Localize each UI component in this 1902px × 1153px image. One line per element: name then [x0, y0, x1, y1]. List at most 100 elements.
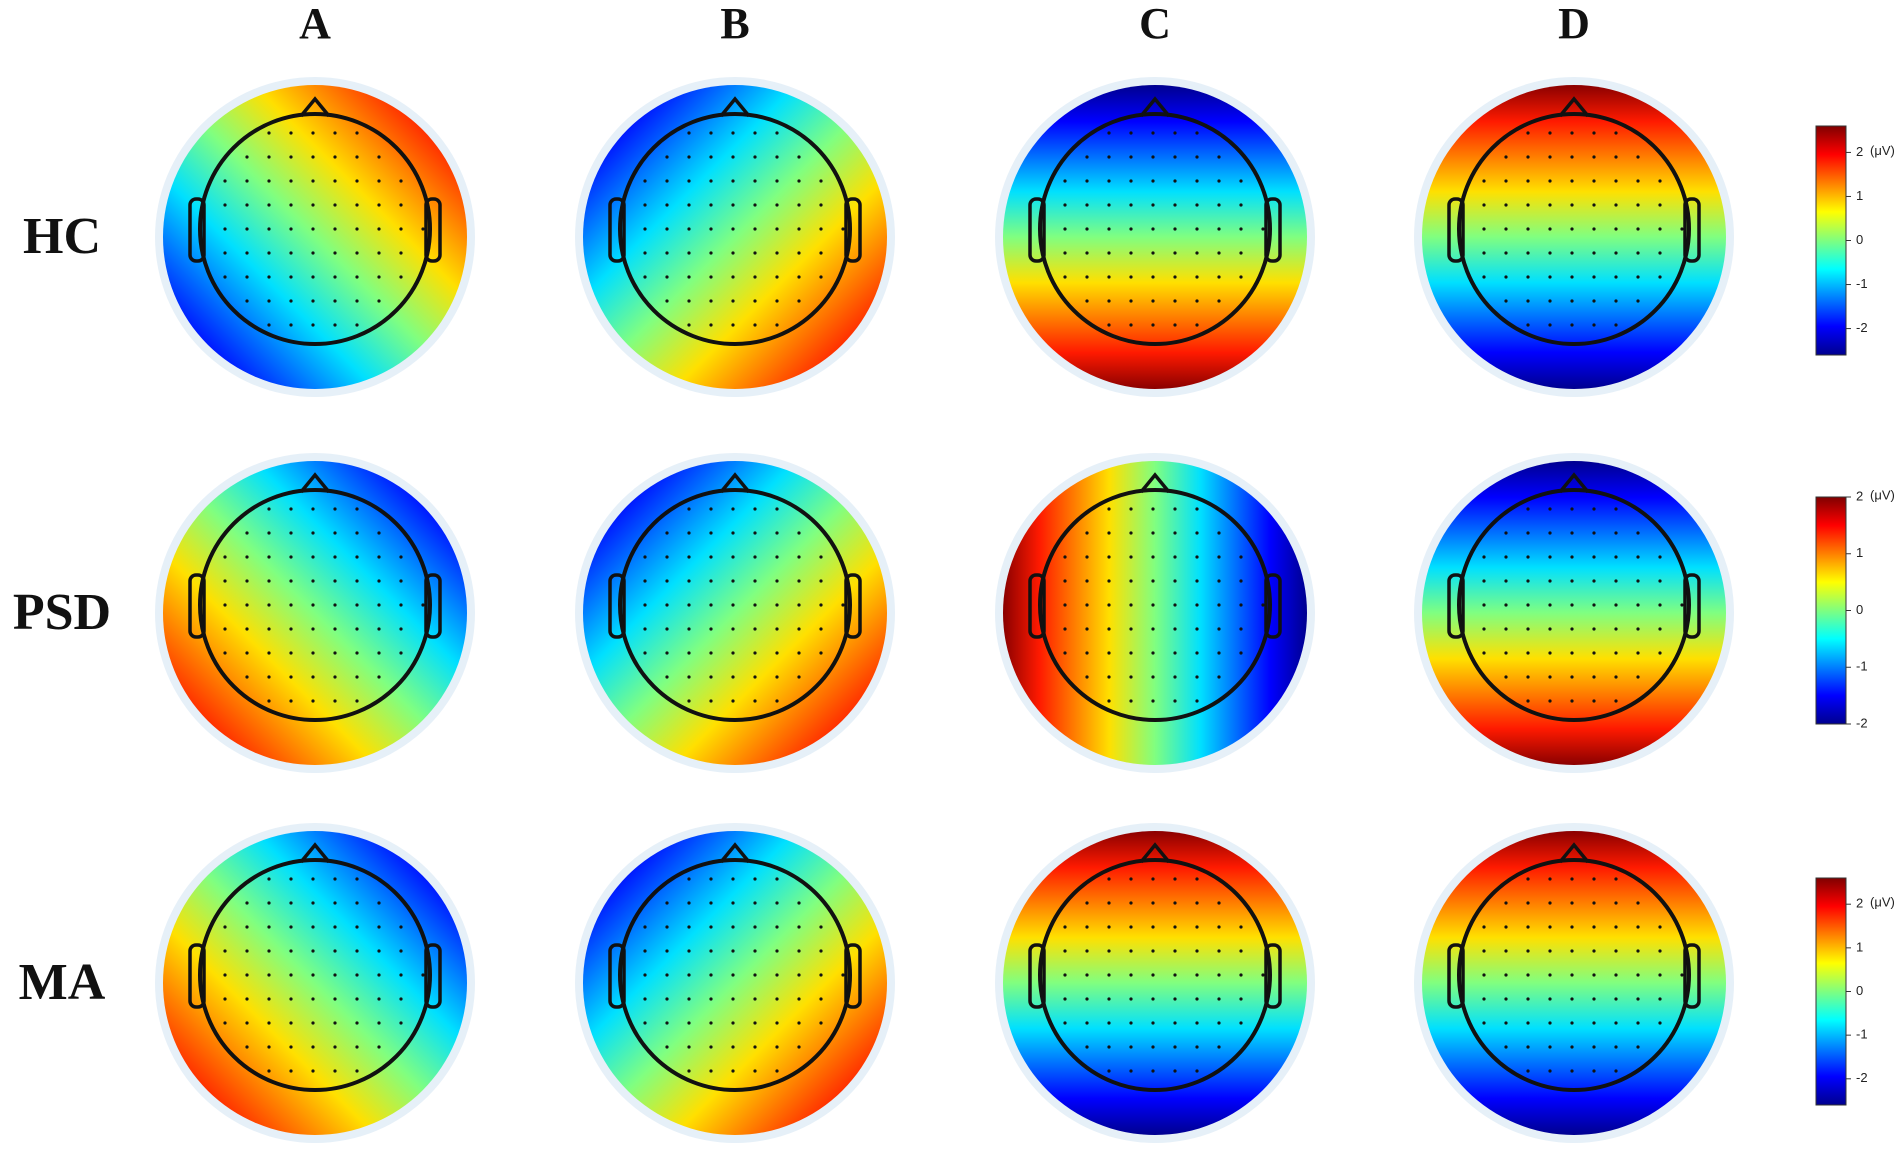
electrode [1636, 251, 1640, 255]
electrode [1107, 1069, 1111, 1073]
electrode [731, 627, 735, 631]
electrode [333, 627, 337, 631]
ear [844, 943, 862, 1009]
electrode [289, 555, 293, 559]
electrode [1151, 299, 1155, 303]
electrode [1129, 973, 1133, 977]
electrode [797, 997, 801, 1001]
electrode [311, 675, 315, 679]
electrode [1526, 675, 1530, 679]
ear [1683, 573, 1701, 639]
electrode [1526, 323, 1530, 327]
electrode [267, 531, 271, 535]
electrode [709, 1069, 713, 1073]
electrode [1107, 579, 1111, 583]
electrode [1129, 323, 1133, 327]
electrode [797, 531, 801, 535]
electrode [1151, 973, 1155, 977]
electrode [421, 973, 425, 977]
electrode [1173, 155, 1177, 159]
ear [608, 573, 626, 639]
electrode [1107, 155, 1111, 159]
electrode [1129, 299, 1133, 303]
electrode [1614, 973, 1618, 977]
electrode [1548, 203, 1552, 207]
electrode [1636, 925, 1640, 929]
electrode [687, 603, 691, 607]
topomap [995, 77, 1315, 397]
electrode [377, 299, 381, 303]
electrode [1658, 203, 1662, 207]
electrode [797, 1045, 801, 1049]
electrode [1614, 925, 1618, 929]
electrode [1129, 1021, 1133, 1025]
electrode [731, 997, 735, 1001]
electrode [1217, 1045, 1221, 1049]
electrode [709, 299, 713, 303]
electrode [1526, 203, 1530, 207]
electrode [1173, 555, 1177, 559]
electrode [289, 1069, 293, 1073]
electrode [1129, 877, 1133, 881]
electrode [775, 925, 779, 929]
ear [188, 573, 206, 639]
electrode [1217, 651, 1221, 655]
electrode [1195, 1045, 1199, 1049]
electrode [687, 227, 691, 231]
electrode [819, 555, 823, 559]
electrode [819, 997, 823, 1001]
electrode [1151, 203, 1155, 207]
electrode [775, 507, 779, 511]
electrode [1592, 901, 1596, 905]
electrode [1107, 973, 1111, 977]
electrode [753, 323, 757, 327]
topomap [1414, 453, 1734, 773]
tick-label: 0 [1856, 602, 1863, 617]
electrode [399, 251, 403, 255]
electrode [1063, 973, 1067, 977]
electrode [731, 1045, 735, 1049]
electrode [333, 275, 337, 279]
unit-label: (μV) [1870, 143, 1895, 158]
electrode [1107, 925, 1111, 929]
electrode [753, 507, 757, 511]
electrode [1129, 179, 1133, 183]
electrode [1592, 925, 1596, 929]
electrode [245, 251, 249, 255]
electrode [267, 299, 271, 303]
electrode [399, 179, 403, 183]
electrode [1129, 675, 1133, 679]
nose [299, 842, 331, 864]
electrode [1526, 997, 1530, 1001]
electrode [311, 699, 315, 703]
electrode [665, 155, 669, 159]
electrode [819, 651, 823, 655]
tick-label: 1 [1856, 939, 1863, 954]
electrode [1482, 651, 1486, 655]
electrode [1107, 179, 1111, 183]
electrode [267, 1069, 271, 1073]
electrode [267, 155, 271, 159]
electrode [1548, 1069, 1552, 1073]
electrode [665, 627, 669, 631]
electrode [753, 925, 757, 929]
electrode [333, 675, 337, 679]
electrode [355, 155, 359, 159]
head-outline [1038, 488, 1272, 722]
electrode [687, 531, 691, 535]
electrode [643, 179, 647, 183]
electrode [267, 251, 271, 255]
electrode [1151, 651, 1155, 655]
electrode [1570, 603, 1574, 607]
unit-label: (μV) [1870, 895, 1895, 910]
electrode [687, 627, 691, 631]
electrode [311, 299, 315, 303]
electrode [1129, 1045, 1133, 1049]
electrode [1151, 131, 1155, 135]
electrode [1085, 531, 1089, 535]
electrode [267, 973, 271, 977]
electrode [687, 555, 691, 559]
electrode [333, 877, 337, 881]
electrode [377, 651, 381, 655]
electrode [1570, 179, 1574, 183]
